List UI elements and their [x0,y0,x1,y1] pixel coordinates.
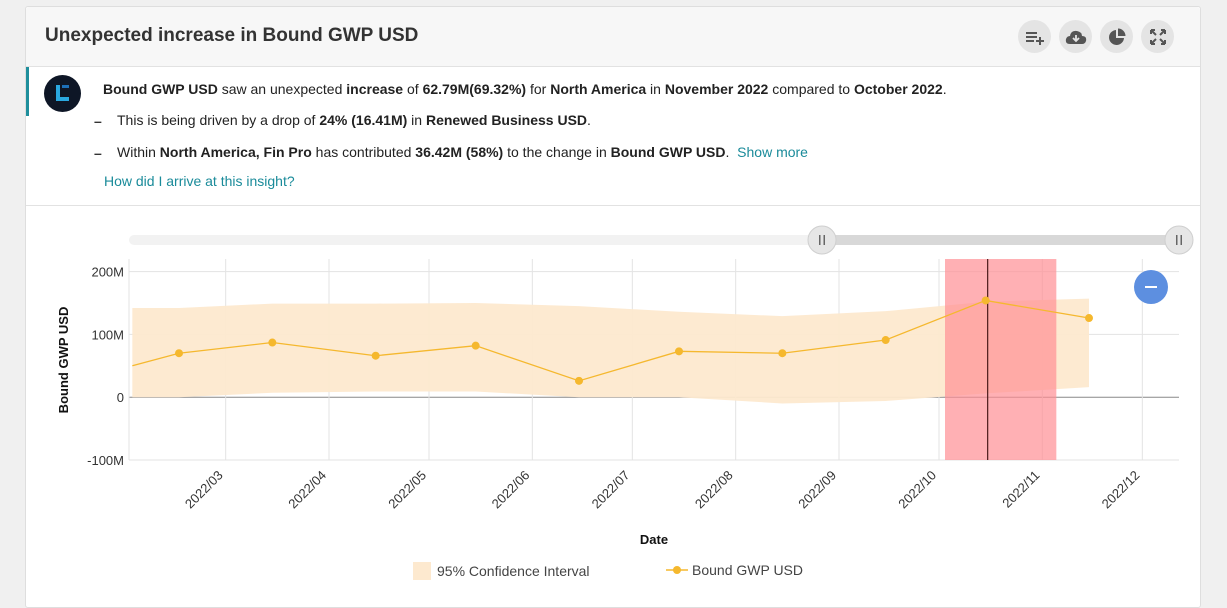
expand-icon [1149,28,1166,45]
card-title: Unexpected increase in Bound GWP USD [45,25,419,46]
insight-driver: This is being driven by a drop of 24% (1… [117,112,591,128]
chart-type-button[interactable] [1100,20,1133,53]
legend-series-swatch [666,566,688,574]
data-point [471,341,480,350]
y-axis-label: Bound GWP USD [56,307,71,414]
range-slider[interactable] [129,225,1194,255]
minus-icon [1145,286,1157,288]
add-to-list-button[interactable] [1018,20,1051,53]
data-point [675,347,683,356]
handle-grip [819,235,821,245]
handle-knob [807,225,837,255]
data-point [778,349,787,358]
legend-ci[interactable]: 95% Confidence Interval [413,562,590,580]
arrive-at-insight-link[interactable]: How did I arrive at this insight? [104,173,295,189]
collapse-button[interactable] [1134,270,1168,304]
show-more-link[interactable]: Show more [737,144,808,160]
x-axis-label: Date [640,532,668,547]
confidence-interval-area [132,298,1090,404]
x-tick-label: 2022/05 [385,468,429,512]
handle-grip [823,235,825,245]
highlight-region [945,259,1057,460]
data-point [981,296,990,305]
y-tick-label: 100M [91,327,124,342]
x-tick-label: 2022/10 [895,468,939,512]
insight-accent-bar [26,67,29,116]
series-line [132,296,1093,385]
y-tick-labels: 200M 100M 0 -100M [87,265,124,468]
y-tick-label: 200M [91,265,124,280]
slider-handle-start[interactable] [807,225,837,255]
add-to-list-icon [1025,31,1044,45]
data-point [575,376,583,385]
x-tick-label: 2022/09 [795,468,839,512]
y-tick-label: -100M [87,453,124,468]
confidence-band [132,298,1090,404]
cloud-download-icon [1065,30,1086,44]
data-point [881,336,890,345]
data-point [175,349,183,358]
bullet-dash: – [94,145,102,161]
x-tick-labels: 2022/03 2022/04 2022/05 2022/06 2022/07 2022/… [182,468,1143,512]
legend-series[interactable]: Bound GWP USD [666,562,803,578]
x-tick-label: 2022/11 [999,468,1042,511]
data-point [371,351,380,360]
anomaly-highlight [945,259,1057,460]
bullet-dash: – [94,113,102,129]
expand-button[interactable] [1141,20,1174,53]
download-button[interactable] [1059,20,1092,53]
x-tick-label: 2022/12 [1099,468,1143,512]
app-logo [44,75,81,112]
slider-selected-range [822,235,1179,245]
card-header: Unexpected increase in Bound GWP USD [26,7,1200,67]
slider-handle-end[interactable] [1164,225,1194,255]
insight-summary: Bound GWP USD saw an unexpected increase… [103,81,947,97]
x-tick-label: 2022/06 [489,468,533,512]
insight-panel: Bound GWP USD saw an unexpected increase… [26,67,1200,206]
y-tick-label: 0 [117,390,124,405]
pie-chart-icon [1108,28,1125,45]
handle-grip [1176,235,1178,245]
x-tick-label: 2022/04 [285,468,329,512]
insight-contribution: Within North America, Fin Pro has contri… [117,144,808,160]
handle-grip [1180,235,1182,245]
data-point [1085,314,1093,323]
legend-ci-swatch [413,562,431,580]
data-point [268,338,277,347]
handle-knob [1164,225,1194,255]
x-tick-label: 2022/07 [589,468,633,512]
x-tick-label: 2022/08 [692,468,736,512]
logo-icon [56,85,69,101]
x-tick-label: 2022/03 [182,468,226,512]
